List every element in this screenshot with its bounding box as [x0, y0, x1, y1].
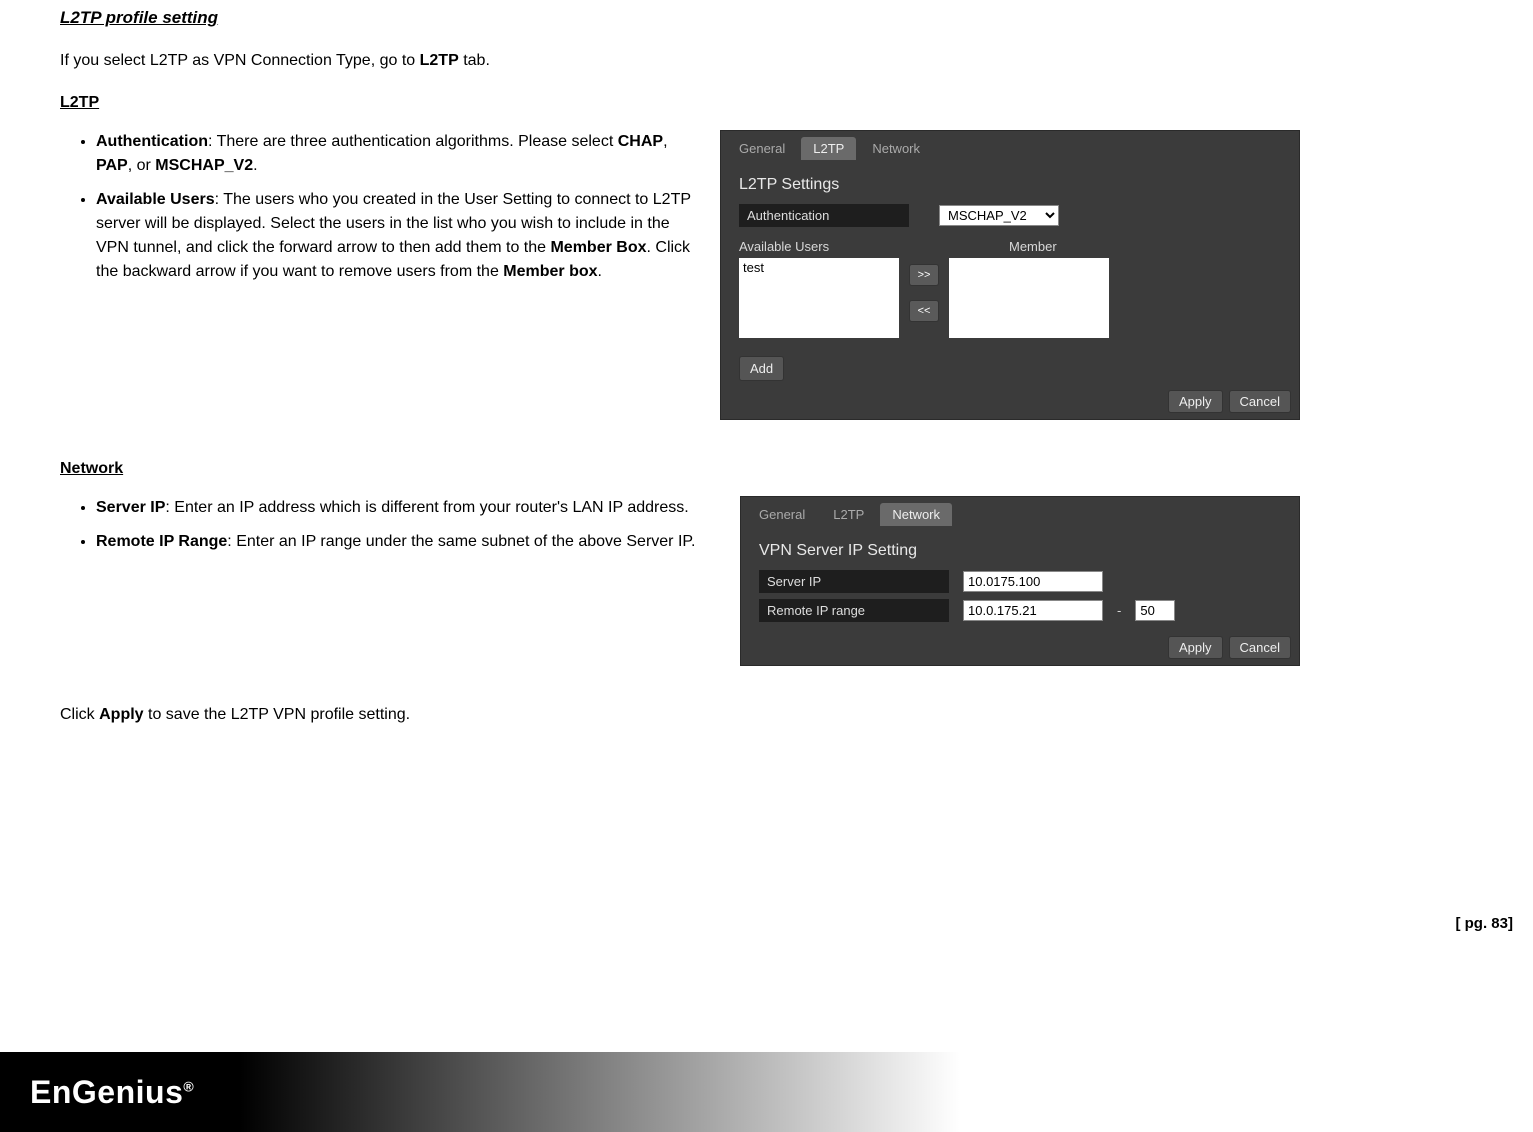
auth-select[interactable]: MSCHAP_V2 [939, 205, 1059, 226]
sep: , or [128, 157, 156, 174]
section-l2tp-heading: L2TP [60, 94, 1473, 112]
avail-users-label: Available Users [739, 239, 909, 254]
final-instruction: Click Apply to save the L2TP VPN profile… [60, 706, 1473, 724]
final-bold: Apply [99, 706, 143, 723]
remoteip-row-label: Remote IP range [759, 599, 949, 622]
t: : Enter an IP address which is different… [165, 499, 688, 516]
avail-label: Available Users [96, 191, 215, 208]
sep: , [663, 133, 667, 150]
serverip-label: Server IP [96, 499, 165, 516]
opt-mschap: MSCHAP_V2 [155, 157, 253, 174]
serverip-row-label: Server IP [759, 570, 949, 593]
end: . [253, 157, 257, 174]
page-title: L2TP profile setting [60, 8, 1473, 28]
screenshot-l2tp: General L2TP Network L2TP Settings Authe… [720, 130, 1300, 420]
available-users-list[interactable]: test [739, 258, 899, 338]
final-suffix: to save the L2TP VPN profile setting. [144, 706, 411, 723]
tab-l2tp[interactable]: L2TP [801, 137, 856, 160]
cancel-button[interactable]: Cancel [1229, 390, 1291, 413]
logo-text: EnGenius [30, 1074, 183, 1110]
cancel-button[interactable]: Cancel [1229, 636, 1291, 659]
user-item[interactable]: test [743, 260, 895, 275]
screenshot-network: General L2TP Network VPN Server IP Setti… [740, 496, 1300, 666]
forward-arrow-button[interactable]: >> [909, 264, 939, 286]
intro-text: If you select L2TP as VPN Connection Typ… [60, 52, 1473, 70]
apply-button[interactable]: Apply [1168, 390, 1223, 413]
t: : There are three authentication algorit… [208, 133, 618, 150]
member-list[interactable] [949, 258, 1109, 338]
footer-logo-bar: EnGenius® [0, 1052, 960, 1132]
l2tp-bullets: Authentication: There are three authenti… [60, 130, 700, 284]
network-bullets: Server IP: Enter an IP address which is … [60, 496, 720, 554]
intro-prefix: If you select L2TP as VPN Connection Typ… [60, 52, 420, 69]
tab-general[interactable]: General [727, 137, 797, 160]
remoteip-label: Remote IP Range [96, 533, 227, 550]
vpn-server-ip-title: VPN Server IP Setting [759, 542, 1281, 560]
add-button[interactable]: Add [739, 356, 784, 381]
member-label: Member [969, 239, 1119, 254]
tab-network[interactable]: Network [860, 137, 932, 160]
apply-button[interactable]: Apply [1168, 636, 1223, 659]
page-number: [ pg. 83] [1455, 915, 1513, 932]
engenius-logo: EnGenius® [30, 1074, 194, 1111]
remote-ip-end-input[interactable] [1135, 600, 1175, 621]
tab-general[interactable]: General [747, 503, 817, 526]
bullet-available-users: Available Users: The users who you creat… [96, 188, 700, 284]
l2tp-settings-title: L2TP Settings [739, 176, 1281, 194]
memberbox: Member Box [550, 239, 646, 256]
remote-ip-start-input[interactable] [963, 600, 1103, 621]
section-network-heading: Network [60, 460, 1473, 478]
intro-suffix: tab. [459, 52, 490, 69]
opt-pap: PAP [96, 157, 128, 174]
t: : Enter an IP range under the same subne… [227, 533, 695, 550]
registered-mark: ® [183, 1078, 194, 1094]
bullet-remote-ip-range: Remote IP Range: Enter an IP range under… [96, 530, 720, 554]
server-ip-input[interactable] [963, 571, 1103, 592]
auth-row-label: Authentication [739, 204, 909, 227]
bullet-server-ip: Server IP: Enter an IP address which is … [96, 496, 720, 520]
tab-l2tp[interactable]: L2TP [821, 503, 876, 526]
tab-network[interactable]: Network [880, 503, 952, 526]
intro-bold: L2TP [420, 52, 459, 69]
memberbox2: Member box [503, 263, 597, 280]
bullet-authentication: Authentication: There are three authenti… [96, 130, 700, 178]
backward-arrow-button[interactable]: << [909, 300, 939, 322]
end: . [598, 263, 602, 280]
auth-label: Authentication [96, 133, 208, 150]
opt-chap: CHAP [618, 133, 663, 150]
range-separator: - [1117, 603, 1121, 618]
final-prefix: Click [60, 706, 99, 723]
